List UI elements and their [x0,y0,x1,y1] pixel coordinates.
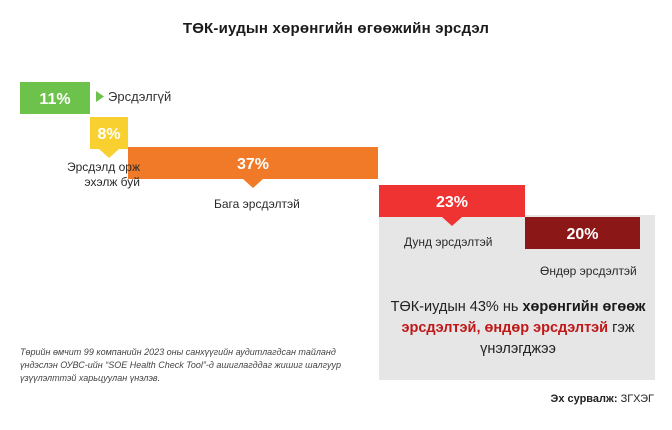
summary-part-4: гэж үнэлэгджээ [480,320,635,357]
label-mid-risk: Дунд эрсдэлтэй [404,235,493,249]
bar-1 [20,82,90,114]
summary-part-3: эрсдэлтэй, өндөр эрсдэлтэй [401,320,609,336]
summary-part-1: ТӨК-иудын 43% нь [390,299,523,315]
source-note: Эх сурвалж: ЗГХЭГ [551,393,655,405]
bar-2 [90,117,128,158]
bar-value-label-5: 20% [566,226,598,243]
summary-text: ТӨК-иудын 43% нь хөрөнгийн өгөөж эрсдэлт… [386,297,650,360]
source-label: Эх сурвалж: [550,393,618,405]
label-no-risk: Эрсдэлгүй [108,89,172,104]
bar-5 [525,217,640,249]
label-start-risk: Эрсдэлд орж эхэлж буй [66,160,140,189]
bar-value-label-4: 23% [436,194,468,211]
label-low-risk: Бага эрсдэлтэй [214,197,300,211]
pointer-icon [96,91,104,102]
chart-title: ТӨК-иудын хөрөнгийн өгөөжийн эрсдэл [182,20,490,37]
bar-value-label-2: 8% [97,126,120,143]
summary-part-2: хөрөнгийн өгөөж [522,299,646,315]
footnote: Төрийн өмчит 99 компанийн 2023 оны санхү… [20,347,342,383]
bar-value-label-3: 37% [237,156,269,173]
bar-3 [128,147,378,188]
label-high-risk: Өндөр эрсдэлтэй [540,264,637,278]
source-value: ЗГХЭГ [620,393,654,405]
bar-value-label-1: 11% [39,91,70,108]
bar-4 [379,185,525,226]
